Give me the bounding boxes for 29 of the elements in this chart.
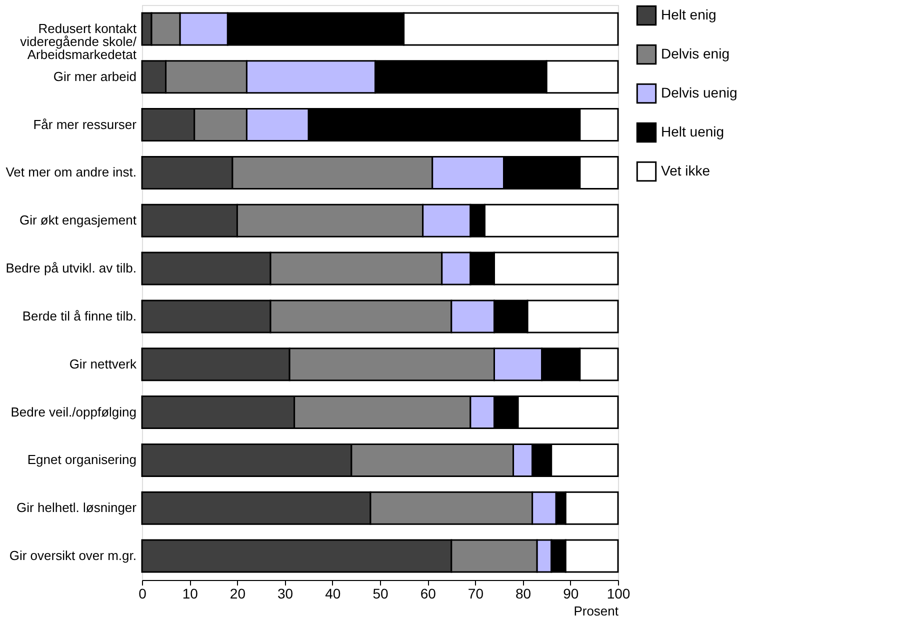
y-tick-label: Får mer ressurser xyxy=(33,116,138,132)
legend-label: Helt uenig xyxy=(661,124,724,140)
x-tick-label: 50 xyxy=(372,586,388,602)
legend-label: Helt enig xyxy=(661,6,716,22)
y-tick-label: Gir økt engasjement xyxy=(19,212,137,228)
legend-label: Vet ikke xyxy=(661,162,710,178)
y-tick-label: Berde til å finne tilb. xyxy=(22,308,136,324)
x-tick-label: 0 xyxy=(138,586,147,602)
x-tick-label: 30 xyxy=(278,586,294,602)
y-tick-label: Gir nettverk xyxy=(69,356,137,372)
y-tick-label: Gir mer arbeid xyxy=(53,68,136,84)
y-tick-label: Gir oversikt over m.gr. xyxy=(9,548,136,564)
x-tick-label: 10 xyxy=(182,586,198,602)
legend-label: Delvis uenig xyxy=(661,84,738,100)
x-tick-label: 40 xyxy=(325,586,341,602)
y-tick-label: Gir helhetl. løsninger xyxy=(16,500,138,516)
x-tick-label: 70 xyxy=(468,586,484,602)
y-tick-label: Bedre veil./oppfølging xyxy=(10,404,136,420)
x-tick-label: 90 xyxy=(563,586,579,602)
x-tick-label: 80 xyxy=(516,586,532,602)
x-tick-label: 60 xyxy=(420,586,436,602)
y-tick-label: Bedre på utvikl. av tilb. xyxy=(6,260,136,276)
x-tick-label: 20 xyxy=(230,586,246,602)
legend-label: Delvis enig xyxy=(661,46,730,62)
y-tick-label: Vet mer om andre inst. xyxy=(6,164,136,180)
x-tick-label: 100 xyxy=(606,586,630,602)
y-tick-label: Egnet organisering xyxy=(27,452,136,468)
y-tick-label: Redusert kontakt videregående skole/ Arbeidsmarkedetat xyxy=(20,20,137,62)
x-axis-title: Prosent xyxy=(574,604,619,618)
